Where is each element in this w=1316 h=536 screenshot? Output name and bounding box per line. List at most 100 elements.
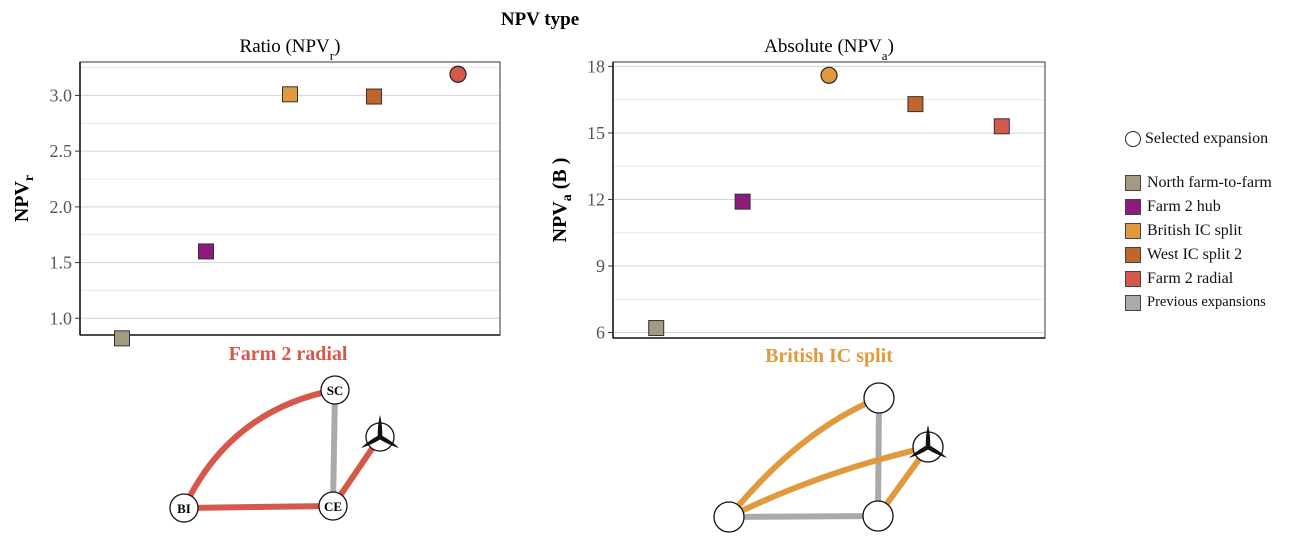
turbine-hub [377,434,383,440]
new-edge [726,395,881,519]
node-bi [713,501,745,533]
y-tick-label: 2.0 [50,197,73,217]
plot-frame [79,61,501,336]
panel-title-main: Absolute (NPV [764,36,882,57]
legend-label: Selected expansion [1145,130,1269,147]
y-axis-label: NPVr [11,175,37,222]
y-axis-label-main: NPV [549,201,571,243]
legend-item-north-farm-to-farm: North farm-to-farm [1125,174,1272,192]
y-tick-label: 1.5 [50,253,73,273]
legend-label: North farm-to-farm [1147,174,1272,191]
node-circle [320,375,350,405]
legend-swatch [1125,199,1141,215]
node-sc: SC [320,375,350,405]
legend-item-previous-expansions: Previous expansions [1125,294,1266,311]
node-label: BI [177,501,191,516]
y-tick-label: 6 [596,322,605,342]
network-title: Farm 2 radial [229,343,348,365]
legend: Selected expansion North farm-to-farm Far… [1125,0,1310,330]
legend-label: Farm 2 hub [1147,198,1221,215]
legend-label: Farm 2 radial [1147,270,1234,287]
previous-edge [728,513,879,520]
node-ce [862,500,894,532]
node-circle [713,501,745,533]
selected-circle-icon [1125,131,1141,147]
node-sc [863,382,895,414]
legend-item-farm-2-radial: Farm 2 radial [1125,270,1233,288]
legend-swatch [1125,247,1141,263]
wind-farm-node [908,425,948,463]
point-west-ic-split-2 [366,88,382,105]
y-tick-label: 2.5 [50,141,73,161]
node-label: CE [324,499,342,514]
wind-farm-node [360,415,400,452]
turbine-blade [926,445,948,458]
turbine-blade [360,435,382,448]
point-farm-2-hub [734,193,751,210]
legend-swatch [1125,175,1141,191]
node-label: SC [327,383,344,398]
y-tick-label: 1.0 [50,308,73,328]
y-axis-label-sub: a [560,194,575,201]
point-west-ic-split-2 [907,96,924,113]
panel-title-main: Ratio (NPV [240,36,331,57]
panel-title: Absolute (NPVa) [764,36,894,63]
y-axis-label: NPVa (B ) [549,158,575,243]
y-axis-label-sub: r [22,175,37,181]
node-circle [862,500,894,532]
legend-item-farm-2-hub: Farm 2 hub [1125,198,1221,216]
new-edge [727,444,929,520]
wind-turbine-icon [908,425,948,458]
panel-title: Ratio (NPVr) [240,36,341,63]
y-tick-label: 12 [587,189,605,209]
plot-frame [612,61,1046,339]
point-farm-2-radial-selected [449,65,467,83]
y-axis-label-main: NPV [11,181,33,223]
panel-title-sub: r [330,48,335,63]
y-tick-label: 15 [587,123,605,143]
turbine-hub [925,444,931,450]
y-axis-label-unit: (B ) [549,158,571,195]
previous-edge [330,389,338,507]
y-tick-label: 18 [587,56,605,76]
wind-turbine-icon [360,415,400,448]
network-title: British IC split [765,345,893,367]
node-circle [169,493,199,523]
network-british-ic-split: British IC split [713,345,948,533]
new-edge [181,387,336,510]
turbine-blade [925,425,931,447]
panel-title-end: ) [334,36,340,57]
network-farm-2-radial: Farm 2 radial SC BI CE [169,343,400,523]
y-tick-label: 9 [596,256,605,276]
point-north-farm-to-farm [648,320,665,337]
legend-swatch [1125,271,1141,287]
legend-label: British IC split [1147,222,1243,239]
turbine-blade [377,415,383,437]
node-circle [863,382,895,414]
figure-title: NPV type [501,9,579,30]
legend-swatch [1125,294,1141,311]
panel-title-end: ) [888,36,894,57]
legend-item-west-ic-split-2: West IC split 2 [1125,246,1242,264]
legend-item-british-ic-split: British IC split [1125,222,1242,240]
new-edge [183,503,334,511]
node-ce: CE [318,491,348,521]
legend-swatch [1125,223,1141,239]
node-circle [318,491,348,521]
point-british-ic-split-selected [820,66,838,84]
panel-title-sub: a [882,48,888,63]
legend-item-selected: Selected expansion [1125,130,1268,148]
point-north-farm-to-farm [114,330,130,347]
point-british-ic-split [282,86,298,103]
node-bi: BI [169,493,199,523]
y-tick-label: 3.0 [50,85,73,105]
legend-label: West IC split 2 [1147,246,1243,263]
point-farm-2-hub [198,243,214,260]
legend-label: Previous expansions [1147,294,1266,310]
turbine-blade [378,435,400,448]
turbine-blade [908,445,930,458]
point-farm-2-radial [993,118,1010,135]
